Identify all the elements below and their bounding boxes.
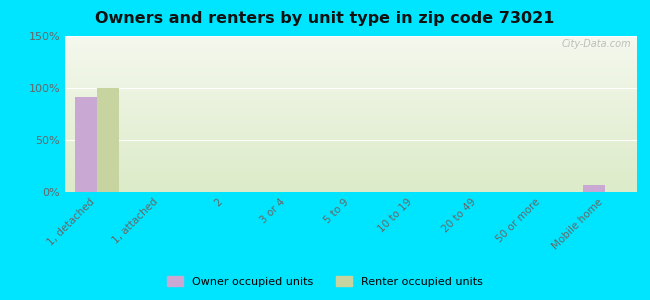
Bar xyxy=(583,185,605,192)
Bar xyxy=(97,88,119,192)
Bar xyxy=(75,98,97,192)
Legend: Owner occupied units, Renter occupied units: Owner occupied units, Renter occupied un… xyxy=(162,272,488,291)
Text: Owners and renters by unit type in zip code 73021: Owners and renters by unit type in zip c… xyxy=(96,11,554,26)
Text: City-Data.com: City-Data.com xyxy=(562,39,631,49)
